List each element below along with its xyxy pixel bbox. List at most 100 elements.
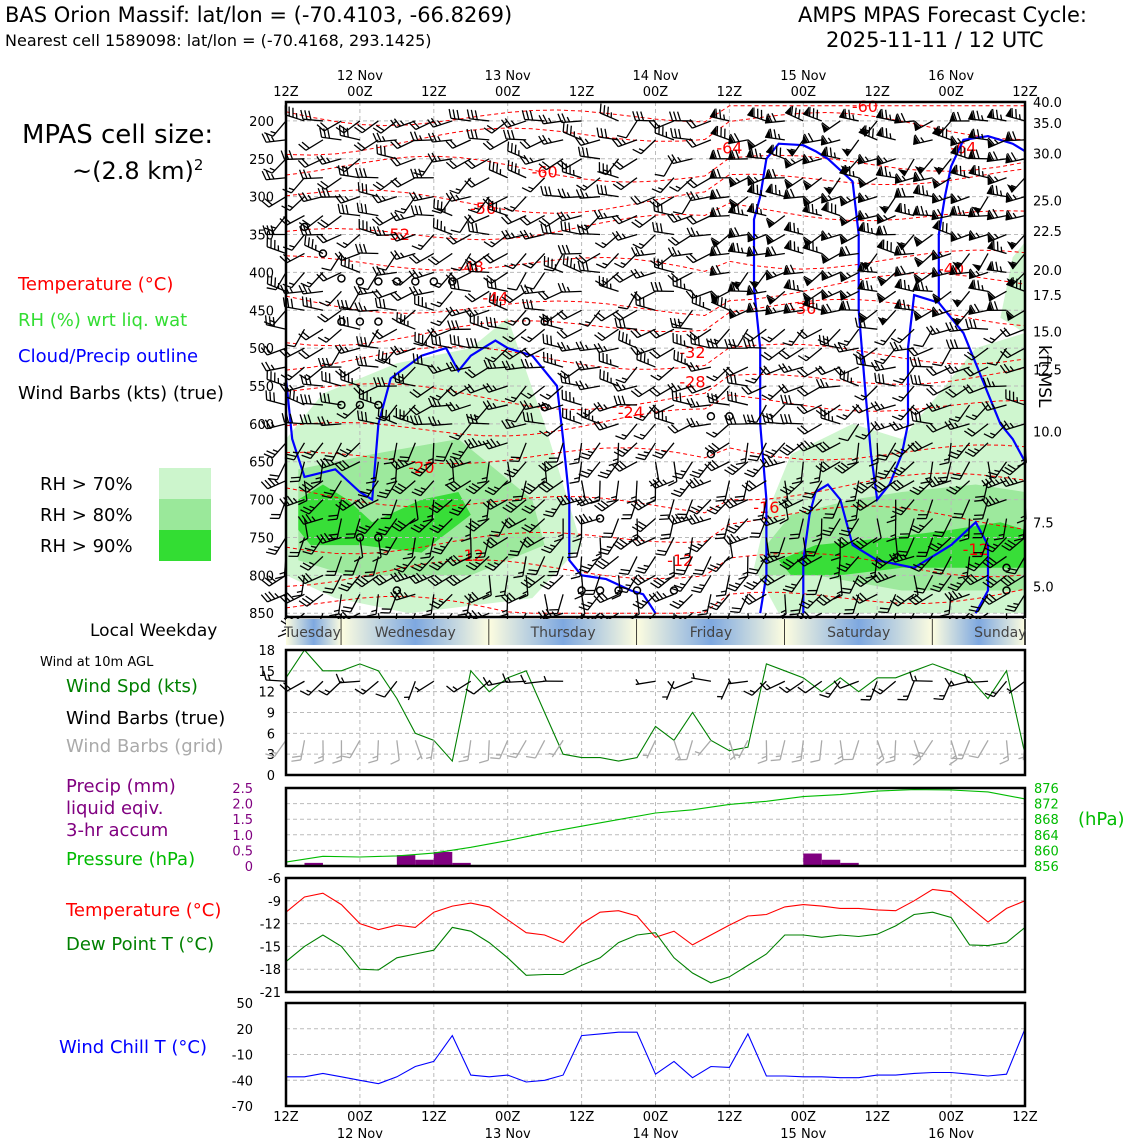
wind-barb: [354, 120, 379, 134]
wind-barb-half: [492, 362, 497, 369]
wind-barb: [526, 556, 546, 576]
wind-barb-feather: [487, 562, 497, 569]
wind-barb-staff: [724, 480, 731, 501]
wind-barb-feather: [302, 284, 308, 294]
wind-barb-feather: [393, 231, 401, 241]
wind-barb: [594, 328, 619, 342]
wind-barb-feather: [301, 349, 310, 357]
wind-barb-feather: [300, 393, 304, 404]
wind-barb-half: [529, 232, 534, 238]
wind-barb-feather: [562, 254, 565, 265]
wind-barb-half: [585, 192, 589, 198]
bottom-hour-tick-label: 00Z: [495, 1110, 521, 1125]
precip-label-2: liquid eqiv.: [66, 798, 164, 819]
wind-barb: [260, 478, 287, 490]
wind-barb: [557, 113, 582, 124]
wind-barb-feather: [309, 298, 312, 308]
wind-barb: [297, 572, 324, 585]
wind-barb-feather: [566, 256, 569, 266]
wind-barb: [428, 555, 453, 571]
wind-barb-feather: [346, 127, 349, 138]
wind-barb-feather: [1010, 152, 1017, 161]
wind-barb-feather: [599, 369, 602, 379]
wbarbs-grid-label: Wind Barbs (grid): [66, 736, 224, 757]
wind-barb-feather: [1015, 109, 1017, 119]
wind-barb-feather: [501, 420, 508, 429]
wind-barb-feather: [504, 118, 512, 127]
wind-barb: [671, 480, 693, 498]
wind-barb: [820, 230, 841, 241]
wind-barb-half: [492, 385, 497, 391]
wind-barb: [987, 290, 1007, 302]
wind-barb: [500, 118, 527, 128]
wind-barb-feather: [289, 551, 300, 554]
wind-barb-half: [329, 489, 336, 492]
wind-barb-feather: [865, 280, 869, 291]
wind-barb: [445, 191, 471, 202]
wind-barb: [489, 518, 509, 538]
wind-barb-staff: [636, 594, 640, 615]
wind-barb-feather: [317, 416, 323, 426]
wind-barb-feather: [518, 594, 529, 600]
wind-barb-feather: [903, 203, 907, 214]
wind-barb: [353, 139, 379, 152]
wind-barb-staff: [912, 289, 933, 292]
wind-barb-feather: [492, 161, 495, 172]
wind-barb-feather: [304, 235, 307, 246]
wind-barb-staff: [663, 158, 675, 177]
wind-barb-feather: [560, 310, 568, 319]
wind-barb: [820, 134, 841, 146]
wind-barb-half: [935, 327, 941, 333]
wind-barb-feather: [473, 414, 478, 424]
wind-barb-feather: [598, 551, 608, 555]
wind-barb-feather: [323, 128, 327, 138]
wind-barb-staff: [656, 347, 675, 359]
wind-barb-feather: [386, 481, 396, 485]
wind-barb-half: [530, 504, 537, 509]
wind-barb-feather: [490, 530, 501, 534]
wind-barb: [539, 385, 564, 400]
wind-barb: [561, 389, 582, 406]
wind-barb-half: [363, 288, 368, 294]
wind-barb: [396, 312, 416, 330]
wind-barb-feather: [300, 109, 304, 120]
wind-barb-half: [603, 169, 609, 173]
wind-barb-feather: [585, 589, 595, 592]
wind-barb-feather: [658, 281, 663, 292]
wind-barb-feather: [320, 154, 327, 164]
wind-barb-half: [510, 205, 516, 210]
wind-barb-half: [529, 402, 534, 409]
wind-barb-staff: [802, 247, 822, 255]
wind-barb: [502, 129, 527, 141]
wind-barb-feather: [597, 170, 607, 176]
wind-barb-feather: [510, 143, 513, 153]
wind-barb-staff: [672, 326, 693, 330]
wind-barb-feather: [290, 476, 301, 479]
wind-barb: [502, 499, 527, 513]
wind-barb-half: [438, 599, 444, 604]
wind-barb-staff: [459, 253, 472, 271]
wind-barb-staff: [420, 234, 435, 250]
wind-barb-feather: [620, 568, 631, 572]
wind-barb: [654, 158, 675, 177]
wind-barb-feather: [545, 510, 555, 514]
wind-barb-feather: [409, 391, 418, 398]
wind-barb-feather: [669, 317, 674, 328]
wind-barb: [910, 374, 933, 387]
wind-barb-staff: [876, 442, 879, 463]
wind-barb-feather: [385, 409, 388, 420]
wind-barb-feather: [452, 109, 456, 119]
wind-barb: [427, 364, 453, 375]
wind-barb: [427, 574, 453, 587]
wind-barb-feather: [335, 503, 344, 511]
wind-barb: [575, 380, 601, 391]
wind-barb-feather: [356, 529, 366, 535]
wind-barb: [301, 296, 324, 311]
wind-barb-staff: [900, 234, 915, 251]
wind-barb-half: [510, 421, 516, 428]
wind-barb-feather: [362, 220, 364, 230]
wind-barb-feather: [593, 595, 601, 604]
wind-barb-half: [640, 271, 645, 277]
wind-barb-feather: [509, 460, 519, 463]
wind-barb: [376, 480, 398, 499]
